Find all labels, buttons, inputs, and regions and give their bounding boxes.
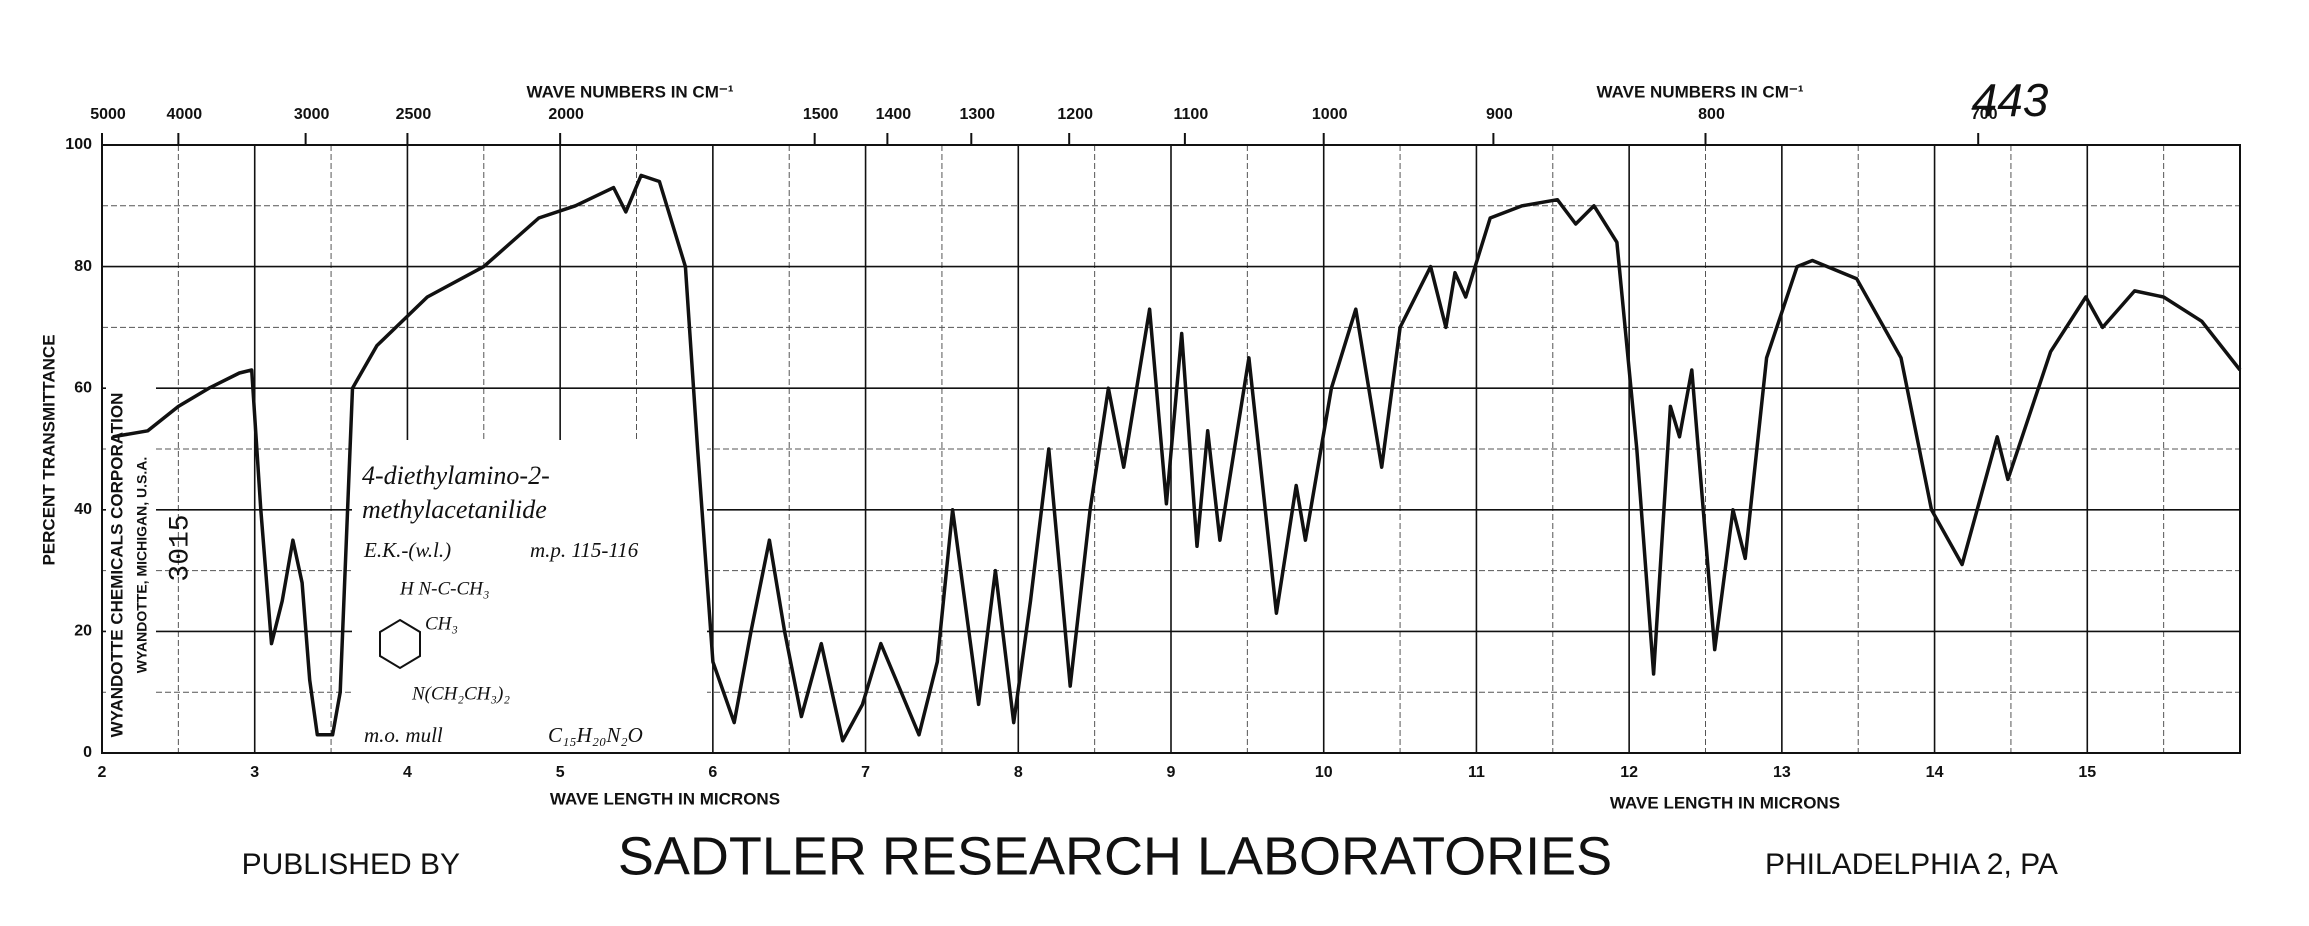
page-number: 443: [1972, 74, 2049, 126]
structure-label: N(CH₂CH₃)₂: [411, 683, 510, 704]
x-tick-label: 10: [1315, 764, 1333, 781]
y-tick-label: 0: [83, 744, 92, 761]
plot-frame: [101, 144, 2241, 754]
y-tick-label: 80: [74, 258, 92, 275]
top-tick-label: 5000: [90, 106, 126, 123]
annotation-box: [352, 440, 707, 752]
x-axis-label: WAVE LENGTH IN MICRONS: [550, 789, 780, 808]
top-tick-label: 1100: [1174, 106, 1209, 123]
top-tick-label: 1000: [1312, 106, 1348, 123]
y-tick-label: 20: [74, 623, 92, 640]
top-tick-label: 3000: [294, 106, 330, 123]
top-tick-label: 2500: [396, 106, 432, 123]
stamp-box: [106, 380, 156, 752]
top-tick-label: 1500: [803, 106, 839, 123]
annotation: m.p. 115-116: [530, 538, 639, 562]
x-tick-label: 3: [250, 764, 259, 781]
top-tick-label: 2000: [548, 106, 584, 123]
x-tick-label: 9: [1167, 764, 1176, 781]
x-tick-label: 8: [1014, 764, 1023, 781]
top-axis-label: WAVE NUMBERS IN CM⁻¹: [527, 82, 734, 101]
y-tick-label: 100: [65, 136, 92, 153]
x-tick-label: 15: [2078, 764, 2096, 781]
annotation: 4-diethylamino-2-: [362, 461, 550, 490]
spectrum-line: [112, 173, 2242, 743]
footer-place: PHILADELPHIA 2, PA: [1765, 848, 2058, 881]
stamp: WYANDOTTE, MICHIGAN, U.S.A.: [134, 457, 150, 674]
top-tick-label: 900: [1486, 106, 1513, 123]
stamp: WYANDOTTE CHEMICALS CORPORATION: [107, 393, 126, 738]
x-tick-label: 4: [403, 764, 412, 781]
y-tick-label: 40: [74, 501, 92, 518]
x-tick-label: 5: [556, 764, 565, 781]
annotation: m.o. mull: [364, 723, 443, 747]
top-tick-label: 1400: [876, 106, 912, 123]
stamp: 3015: [165, 514, 196, 581]
x-axis-label: WAVE LENGTH IN MICRONS: [1610, 793, 1840, 812]
top-tick-label: 4000: [167, 106, 203, 123]
top-tick-label: 1300: [959, 106, 995, 123]
benzene-ring: [379, 618, 421, 670]
annotation: E.K.-(w.l.): [363, 538, 451, 562]
x-tick-label: 7: [861, 764, 870, 781]
top-tick-label: 700: [1971, 106, 1998, 123]
x-tick-label: 12: [1620, 764, 1638, 781]
x-tick-label: 13: [1773, 764, 1791, 781]
y-tick-label: 60: [74, 379, 92, 396]
footer-prefix: PUBLISHED BY: [242, 848, 460, 881]
annotation: C₁₅H₂₀N₂O: [548, 723, 643, 747]
top-tick-label: 1200: [1057, 106, 1093, 123]
annotation: methylacetanilide: [362, 495, 547, 524]
structure-label: CH₃: [425, 613, 458, 634]
footer-publisher: SADTLER RESEARCH LABORATORIES: [618, 826, 1612, 886]
top-tick-label: 800: [1698, 106, 1725, 123]
x-tick-label: 6: [708, 764, 717, 781]
x-tick-label: 14: [1926, 764, 1944, 781]
structure-label: H N-C-CH₃: [399, 578, 489, 599]
y-axis-label: PERCENT TRANSMITTANCE: [39, 334, 58, 565]
x-tick-label: 11: [1468, 764, 1485, 781]
top-axis-label: WAVE NUMBERS IN CM⁻¹: [1597, 82, 1804, 101]
x-tick-label: 2: [98, 764, 107, 781]
